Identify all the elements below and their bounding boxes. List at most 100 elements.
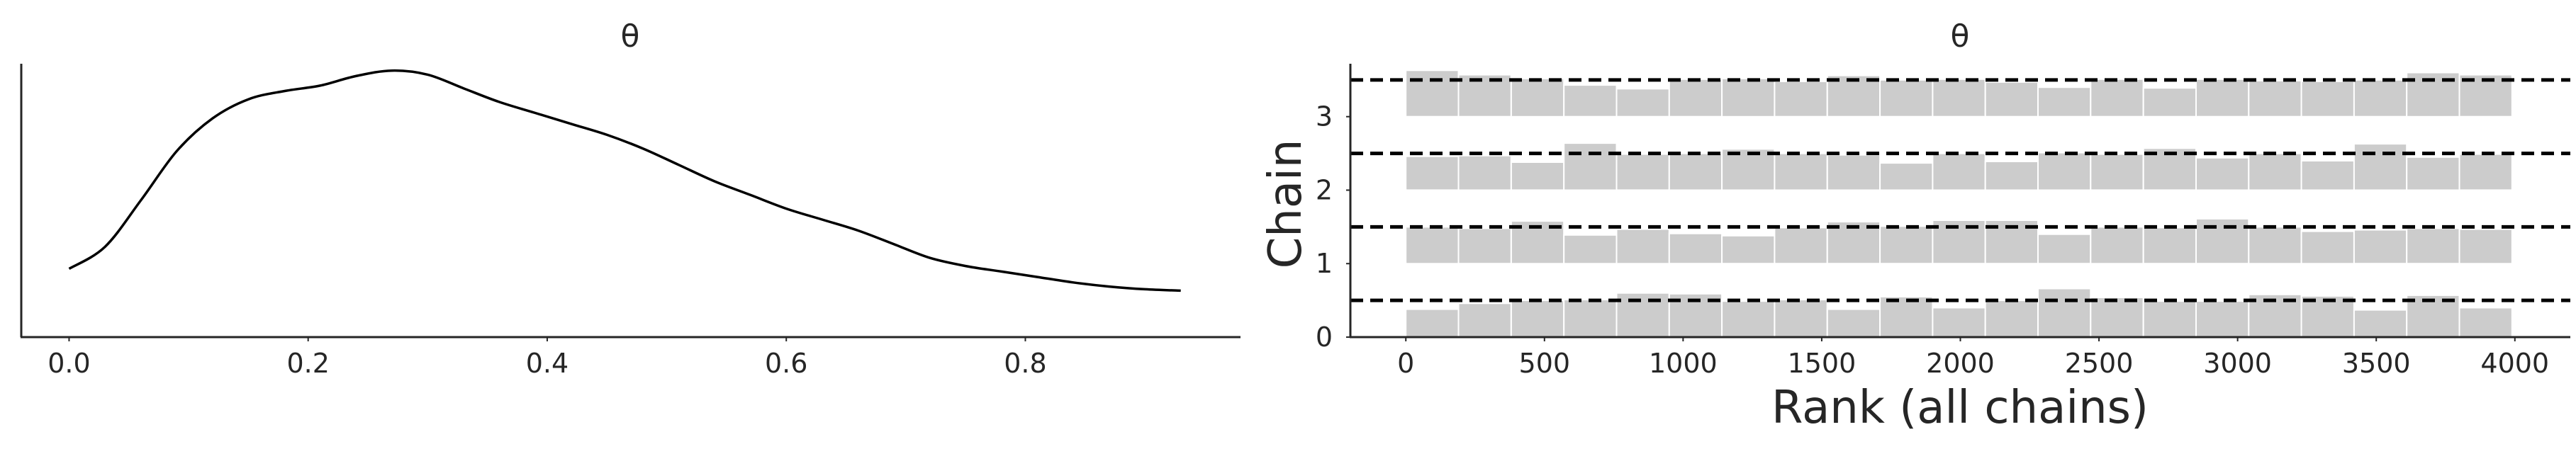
rank-bar <box>2406 227 2460 265</box>
rank-bar <box>1668 78 1723 118</box>
rank-bar <box>1879 79 1934 118</box>
rank-bar <box>2353 79 2408 118</box>
rank-bar <box>2300 80 2355 118</box>
rank-bar <box>1721 300 1776 339</box>
rank-bar <box>1774 227 1828 265</box>
rank-bar <box>1563 299 1618 339</box>
rank-bar <box>1879 225 1934 265</box>
rank-bar <box>2300 230 2355 265</box>
rank-bar <box>2090 78 2144 118</box>
x-tick-label: 1500 <box>1788 348 1857 379</box>
rank-bar <box>1510 300 1565 339</box>
rank-y-axis-label: Chain <box>1260 140 1312 269</box>
rank-bar <box>1774 152 1828 191</box>
rank-bar <box>1563 142 1618 191</box>
rank-bar <box>2090 153 2144 191</box>
rank-bar <box>1405 308 1460 339</box>
rank-bar <box>1615 88 1670 118</box>
rank-bar <box>1984 81 2039 118</box>
rank-bar <box>2353 143 2408 191</box>
rank-bar <box>1457 74 1512 118</box>
rank-bar <box>1457 154 1512 191</box>
rank-bar <box>1721 77 1776 118</box>
rank-bar <box>1826 74 1881 118</box>
rank-panel: θ 0 500 1000 1500 2000 2500 3000 3500 4000 0123 … <box>1260 18 2570 434</box>
rank-bar <box>1932 307 1986 338</box>
rank-x-ticks: 0 500 1000 1500 2000 2500 3000 3500 4000 <box>1397 337 2549 379</box>
x-tick-label: 2500 <box>2065 348 2134 379</box>
rank-bar <box>2195 157 2250 191</box>
rank-bar <box>1563 84 1618 118</box>
rank-bar <box>1615 153 1670 191</box>
rank-reference-lines <box>1350 78 2570 302</box>
rank-bar <box>1984 300 2039 339</box>
rank-bars <box>1405 69 2513 339</box>
rank-bar <box>2353 229 2408 265</box>
density-title: θ <box>621 18 640 55</box>
x-tick-label: 0.6 <box>765 348 807 379</box>
density-panel: θ 0.0 0.2 0.4 0.6 0.8 <box>20 18 1241 379</box>
rank-bar <box>1774 80 1828 118</box>
x-tick-label: 0.0 <box>47 348 90 379</box>
x-tick-label: 2000 <box>1926 348 1995 379</box>
rank-bar <box>2458 153 2513 191</box>
rank-y-ticks: 0 1 2 3 <box>1316 101 1350 353</box>
rank-bar <box>1826 308 1881 339</box>
y-tick-label: 2 <box>1316 174 1333 205</box>
rank-bar <box>1615 228 1670 265</box>
rank-bar <box>1668 152 1723 191</box>
rank-bar <box>1405 155 1460 191</box>
rank-bar <box>1932 152 1986 191</box>
x-tick-label: 1000 <box>1649 348 1718 379</box>
rank-bar <box>1826 154 1881 191</box>
y-tick-label: 3 <box>1316 101 1333 132</box>
rank-bar <box>1879 295 1934 338</box>
rank-bar <box>1405 69 1460 118</box>
x-tick-label: 0.8 <box>1004 348 1046 379</box>
rank-bar <box>2458 74 2513 118</box>
rank-bar <box>2037 86 2092 118</box>
rank-bar <box>2300 160 2355 191</box>
rank-bar <box>2195 300 2250 339</box>
x-tick-label: 3500 <box>2342 348 2411 379</box>
rank-bar <box>1879 162 1934 191</box>
y-tick-label: 0 <box>1316 322 1333 353</box>
x-tick-label: 0.2 <box>286 348 329 379</box>
rank-bar <box>1457 227 1512 265</box>
rank-bar <box>2353 309 2408 339</box>
rank-bar <box>1615 292 1670 339</box>
x-tick-label: 500 <box>1519 348 1571 379</box>
rank-bar <box>2458 228 2513 265</box>
density-curve <box>68 69 1181 292</box>
rank-bar <box>1932 78 1986 118</box>
rank-bar <box>1510 161 1565 191</box>
density-x-ticks: 0.0 0.2 0.4 0.6 0.8 <box>47 337 1047 379</box>
rank-bar <box>2458 307 2513 338</box>
rank-bar <box>1668 232 1723 265</box>
rank-bar <box>2195 78 2250 118</box>
rank-bar <box>1774 299 1828 339</box>
rank-title: θ <box>1951 18 1970 55</box>
x-tick-label: 0 <box>1397 348 1414 379</box>
rank-bar <box>2248 79 2302 118</box>
rank-bar <box>2037 152 2092 191</box>
rank-bar <box>1405 226 1460 265</box>
rank-bar <box>1826 221 1881 265</box>
rank-bar <box>2037 233 2092 265</box>
rank-bar <box>2090 226 2144 265</box>
y-tick-label: 1 <box>1316 248 1333 279</box>
rank-bar <box>2248 226 2302 265</box>
rank-x-axis-label: Rank (all chains) <box>1771 382 2149 434</box>
rank-bar <box>1721 234 1776 265</box>
rank-bar <box>2142 227 2197 265</box>
x-tick-label: 4000 <box>2480 348 2549 379</box>
rank-bar <box>2142 87 2197 118</box>
rank-bar <box>1984 161 2039 191</box>
x-tick-label: 0.4 <box>526 348 569 379</box>
rank-bar <box>2248 152 2302 191</box>
rank-bar <box>2142 300 2197 339</box>
rank-bar <box>2090 297 2144 338</box>
x-tick-label: 3000 <box>2203 348 2272 379</box>
rank-bar <box>2037 288 2092 338</box>
